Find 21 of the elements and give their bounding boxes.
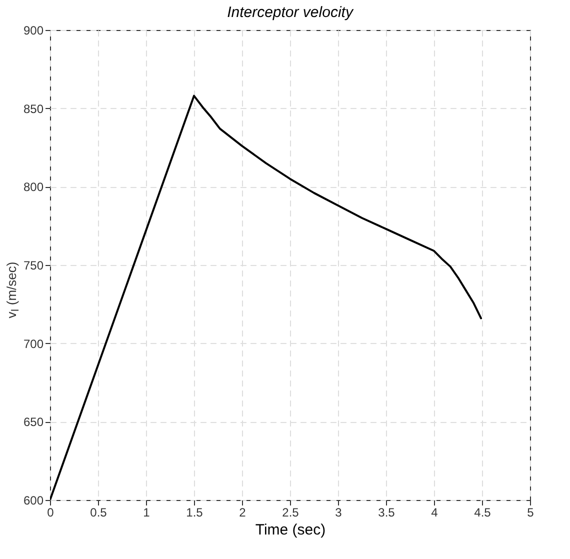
chart-title: Interceptor velocity xyxy=(227,4,354,21)
x-tick-label: 4 xyxy=(431,506,438,520)
x-tick-label: 2.5 xyxy=(282,506,300,520)
x-tick-label: 4.5 xyxy=(474,506,492,520)
y-tick-label: 750 xyxy=(23,258,44,272)
x-tick-label: 0.5 xyxy=(90,506,108,520)
y-tick-label: 600 xyxy=(23,494,44,508)
x-tick-label: 2 xyxy=(239,506,246,520)
x-tick-label: 0 xyxy=(47,506,54,520)
x-axis-title: Time (sec) xyxy=(255,522,326,538)
y-tick-label: 850 xyxy=(23,102,44,116)
x-tick-label: 3 xyxy=(335,506,342,520)
line-series xyxy=(50,94,482,500)
x-tick-label: 5 xyxy=(527,506,534,520)
x-tick-label: 1.5 xyxy=(186,506,204,520)
y-tick-label: 900 xyxy=(23,24,44,38)
x-tick-label: 3.5 xyxy=(378,506,396,520)
y-tick-label: 800 xyxy=(23,180,44,194)
x-tick-label: 1 xyxy=(143,506,150,520)
y-tick-label: 700 xyxy=(23,336,44,351)
y-tick-label: 650 xyxy=(23,415,44,430)
